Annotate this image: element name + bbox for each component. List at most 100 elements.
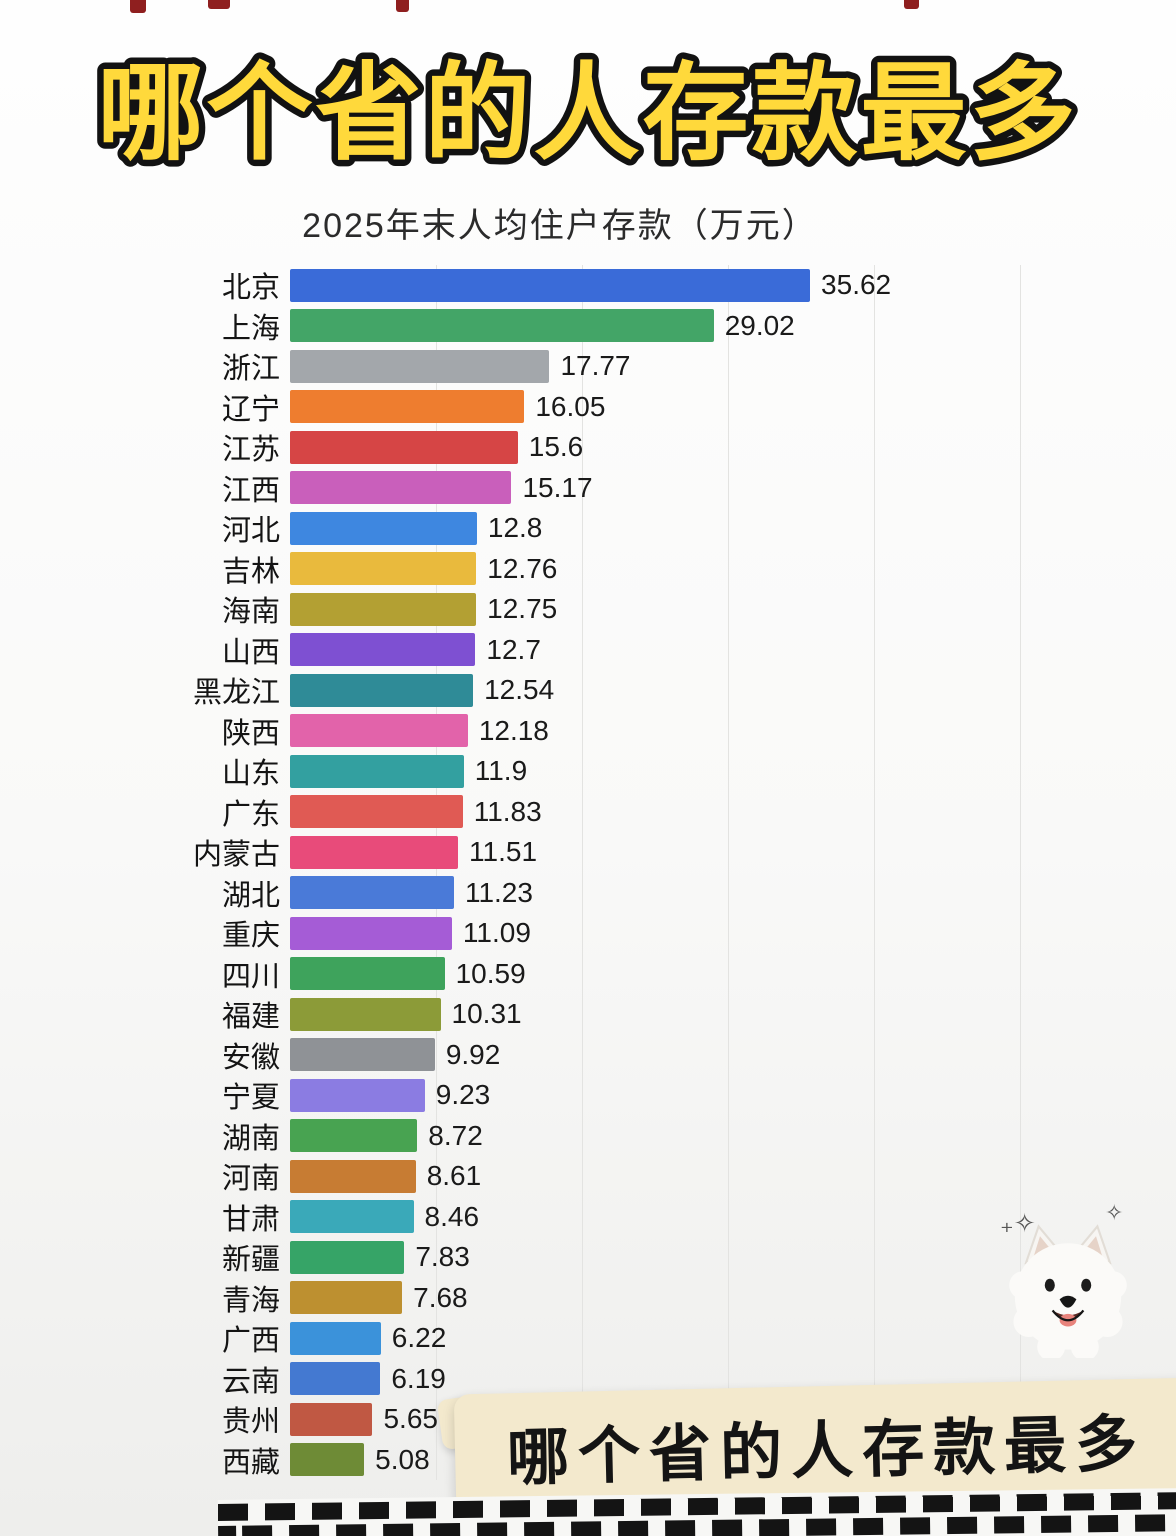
bar bbox=[290, 1200, 414, 1234]
bar-value: 6.22 bbox=[391, 1322, 447, 1354]
gridline bbox=[436, 265, 437, 1480]
province-label: 安徽 bbox=[221, 1041, 280, 1074]
chart-row: 福建 10.31 bbox=[100, 994, 1115, 1035]
bar-value: 5.65 bbox=[383, 1403, 438, 1435]
bar-value: 9.23 bbox=[435, 1079, 491, 1111]
chart-row: 海南 12.75 bbox=[100, 589, 1115, 630]
province-label: 甘肃 bbox=[221, 1203, 280, 1236]
chart-row: 河南 8.61 bbox=[100, 1156, 1115, 1197]
bar-value: 7.83 bbox=[415, 1241, 470, 1273]
province-label: 湖南 bbox=[221, 1122, 280, 1155]
chart-row: 安徽 9.92 bbox=[100, 1035, 1115, 1076]
bar-chart: 2025年末人均住户存款（万元） 北京 35.62 上海 29.02 浙江 17… bbox=[100, 198, 1115, 1480]
bar bbox=[290, 673, 474, 707]
bar-value: 11.09 bbox=[462, 917, 531, 949]
chart-row: 湖北 11.23 bbox=[100, 873, 1115, 914]
bar-value: 7.68 bbox=[413, 1281, 468, 1313]
bar bbox=[290, 349, 550, 383]
bar bbox=[290, 1362, 381, 1396]
bar-value: 29.02 bbox=[724, 309, 795, 341]
chart-row: 黑龙江 12.54 bbox=[100, 670, 1115, 711]
bar bbox=[290, 1078, 425, 1112]
chart-row: 山东 11.9 bbox=[100, 751, 1115, 792]
chart-row: 浙江 17.77 bbox=[100, 346, 1115, 387]
bar-value: 17.77 bbox=[560, 350, 631, 382]
bar bbox=[290, 430, 518, 464]
chart-row: 河北 12.8 bbox=[100, 508, 1115, 549]
chart-row: 广东 11.83 bbox=[100, 792, 1115, 833]
top-edge-artifact bbox=[396, 0, 409, 12]
chart-row: 北京 35.62 bbox=[100, 265, 1115, 306]
province-label: 云南 bbox=[221, 1365, 280, 1398]
chart-row: 江苏 15.6 bbox=[100, 427, 1115, 468]
chart-row: 吉林 12.76 bbox=[100, 549, 1115, 590]
bar-value: 8.72 bbox=[428, 1119, 483, 1151]
province-label: 广西 bbox=[221, 1325, 280, 1358]
bar bbox=[290, 1159, 416, 1193]
chart-title: 2025年末人均住户存款（万元） bbox=[302, 207, 818, 245]
province-label: 上海 bbox=[221, 312, 280, 345]
gridline bbox=[582, 265, 583, 1480]
chart-row: 宁夏 9.23 bbox=[100, 1075, 1115, 1116]
bar-value: 8.46 bbox=[424, 1200, 480, 1232]
bar-value: 35.62 bbox=[821, 269, 892, 301]
bar bbox=[290, 1321, 381, 1355]
bar bbox=[290, 1038, 435, 1072]
bar-value: 12.18 bbox=[478, 714, 549, 746]
bar-value: 11.51 bbox=[469, 836, 538, 868]
bar-value: 11.83 bbox=[473, 795, 542, 827]
bar-value: 8.61 bbox=[426, 1160, 482, 1192]
bar-value: 6.19 bbox=[391, 1362, 446, 1394]
bar bbox=[290, 714, 468, 748]
bar-value: 12.75 bbox=[487, 593, 558, 625]
bar bbox=[290, 552, 477, 586]
province-label: 内蒙古 bbox=[192, 839, 280, 872]
province-label: 宁夏 bbox=[221, 1082, 280, 1115]
province-label: 湖北 bbox=[221, 879, 280, 912]
province-label: 山西 bbox=[221, 636, 280, 669]
bar-value: 11.23 bbox=[464, 876, 533, 908]
chart-row: 湖南 8.72 bbox=[100, 1116, 1115, 1157]
bar bbox=[290, 876, 454, 910]
province-label: 四川 bbox=[221, 960, 280, 993]
caption-text: 哪个省的人存款最多 bbox=[506, 1409, 1147, 1494]
bar-value: 12.76 bbox=[487, 552, 558, 584]
top-edge-artifact bbox=[904, 0, 919, 9]
headline-art: 哪个省的人存款最多 bbox=[91, 49, 1082, 180]
province-label: 黑龙江 bbox=[192, 677, 280, 710]
province-label: 西藏 bbox=[221, 1446, 280, 1479]
province-label: 福建 bbox=[221, 1001, 280, 1034]
dashed-strip bbox=[217, 1488, 1176, 1536]
bar-value: 12.8 bbox=[487, 512, 543, 544]
province-label: 江西 bbox=[221, 474, 280, 507]
bar bbox=[290, 754, 464, 788]
bar bbox=[290, 390, 525, 424]
bar-value: 12.54 bbox=[484, 674, 555, 706]
province-label: 重庆 bbox=[221, 920, 280, 953]
chart-row: 江西 15.17 bbox=[100, 468, 1115, 509]
bar-value: 15.6 bbox=[528, 431, 584, 463]
gridline bbox=[728, 265, 729, 1480]
top-edge-artifact bbox=[130, 0, 146, 13]
chart-row: 广西 6.22 bbox=[100, 1318, 1115, 1359]
sparkle-icon: ₊✧ bbox=[1000, 1208, 1036, 1238]
bar-value: 10.31 bbox=[451, 998, 522, 1030]
chart-row: 重庆 11.09 bbox=[100, 913, 1115, 954]
gridline bbox=[874, 265, 875, 1480]
chart-row: 云南 6.19 bbox=[100, 1359, 1115, 1400]
province-label: 贵州 bbox=[221, 1406, 280, 1439]
bar bbox=[290, 997, 441, 1031]
chart-row: 陕西 12.18 bbox=[100, 711, 1115, 752]
province-label: 陕西 bbox=[221, 717, 280, 750]
province-label: 浙江 bbox=[221, 353, 280, 386]
bar bbox=[290, 592, 477, 626]
bar-value: 11.9 bbox=[474, 755, 528, 787]
province-label: 江苏 bbox=[221, 434, 280, 467]
province-label: 山东 bbox=[221, 758, 280, 791]
gridline bbox=[1020, 265, 1021, 1480]
chart-row: 西藏 5.08 bbox=[100, 1440, 1115, 1481]
chart-row: 山西 12.7 bbox=[100, 630, 1115, 671]
bar bbox=[290, 1240, 405, 1274]
province-label: 海南 bbox=[221, 596, 280, 629]
